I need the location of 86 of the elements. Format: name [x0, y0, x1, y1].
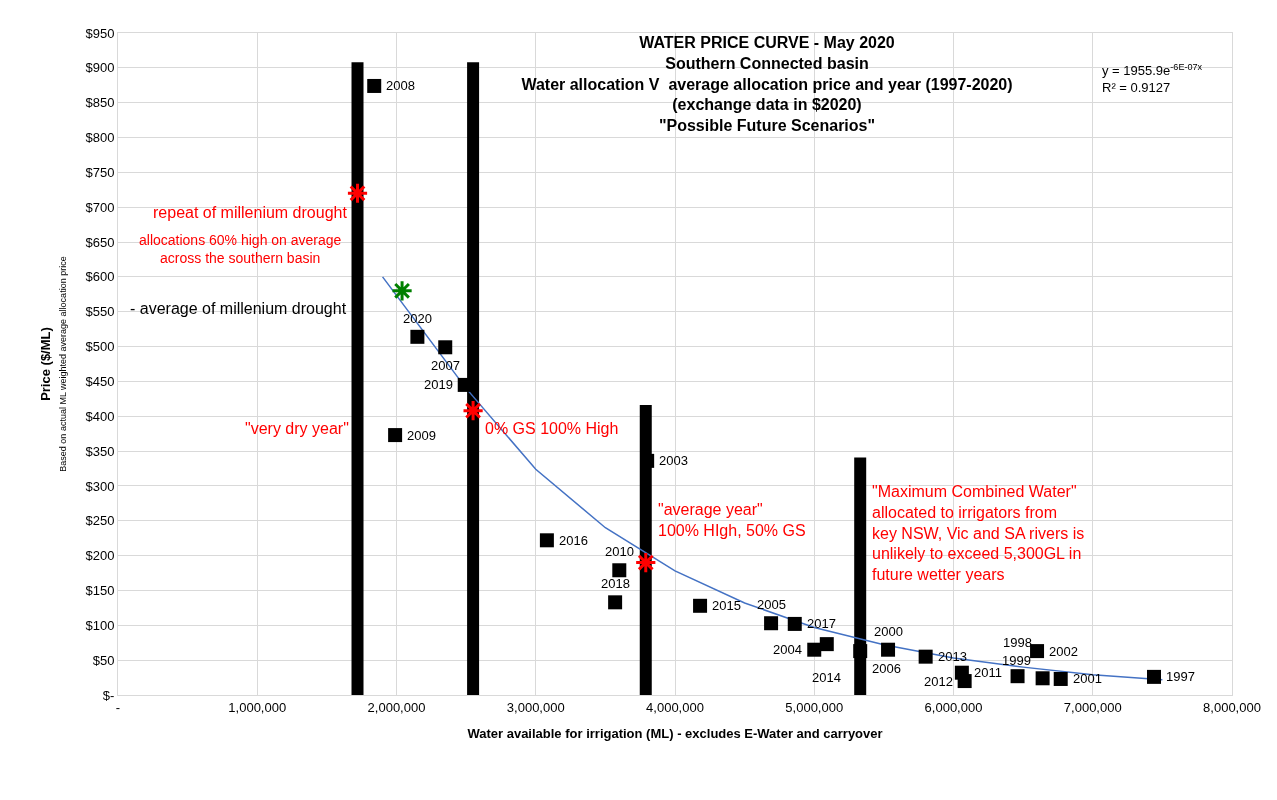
- annotation: 2014: [812, 670, 841, 685]
- point: [390, 279, 414, 302]
- y-tick-label: $600: [85, 269, 115, 285]
- y-axis-title: Price ($/ML) Based on actual ML weighted average allocation price: [37, 256, 69, 472]
- y-tick-label: $250: [85, 513, 115, 529]
- y-tick-label: $-: [102, 687, 115, 703]
- y-tick-label: $450: [85, 373, 115, 389]
- point: [612, 563, 627, 578]
- point: [881, 642, 896, 657]
- y-tick-label: $350: [85, 443, 115, 459]
- point: [787, 616, 802, 631]
- annotation: "very dry year": [245, 420, 349, 437]
- point: [1030, 644, 1045, 659]
- annotation: 2017: [807, 616, 836, 631]
- annotation: 2010: [605, 544, 634, 559]
- annotation: y = 1955.9e$^{-6E-07x}$ R² = 0.9127: [1102, 62, 1203, 96]
- y-tick-label: $550: [85, 304, 115, 320]
- y-tick-label: $50: [92, 652, 115, 668]
- annotation: 2016: [559, 533, 588, 548]
- annotation: 2003: [659, 453, 688, 468]
- y-tick-label: $850: [85, 95, 115, 111]
- y-tick-label: $100: [85, 617, 115, 633]
- annotation: 2009: [407, 428, 436, 443]
- x-tick-label: 6,000,000: [924, 699, 983, 715]
- point: [410, 329, 425, 344]
- annotation: 2011: [974, 665, 1002, 680]
- point: [539, 533, 554, 548]
- y-tick-label: $800: [85, 130, 115, 146]
- point: [367, 78, 382, 93]
- annotation: 2001: [1073, 671, 1102, 686]
- annotation: 2015: [712, 598, 741, 613]
- annotation: 1999: [1002, 653, 1031, 668]
- point: [1035, 671, 1050, 686]
- annotation: 1998: [1003, 635, 1032, 650]
- point: [764, 616, 779, 631]
- point: [957, 674, 972, 689]
- y-tick-label: $400: [85, 408, 115, 424]
- point: [1010, 669, 1025, 684]
- point: [388, 428, 403, 443]
- annotation: 2002: [1049, 644, 1078, 659]
- point: [693, 598, 708, 613]
- y-tick-label: $300: [85, 478, 115, 494]
- annotation: "average year" 100% HIgh, 50% GS: [658, 501, 806, 539]
- y-tick-label: $900: [85, 60, 115, 76]
- point: [608, 595, 623, 610]
- point: [1053, 671, 1068, 686]
- annotation: - average of millenium drought: [130, 300, 347, 317]
- point: [457, 377, 472, 392]
- x-tick-label: -: [115, 699, 121, 715]
- annotation: 2018: [601, 576, 630, 591]
- y-tick-label: $650: [85, 234, 115, 250]
- annotation: 2005: [757, 597, 786, 612]
- x-tick-label: 7,000,000: [1063, 699, 1122, 715]
- annotation: 2008: [386, 78, 415, 93]
- point: [461, 399, 485, 422]
- y-tick-label: $700: [85, 199, 115, 215]
- annotation: "Maximum Combined Water" allocated to irrigators from key NSW, Vic and SA rivers is unlikely to exceed 5,300GL in future wetter years: [872, 483, 1085, 584]
- point: [438, 340, 453, 355]
- y-tick-label: $200: [85, 548, 115, 564]
- x-tick-label: 1,000,000: [228, 699, 287, 715]
- x-tick-label: 3,000,000: [506, 699, 565, 715]
- y-tick-label: $950: [85, 25, 115, 41]
- point: [346, 182, 369, 205]
- point: [853, 644, 868, 659]
- annotation: 2000: [874, 624, 903, 639]
- y-tick-label: $750: [85, 164, 115, 180]
- annotation: 2012: [924, 674, 953, 689]
- x-tick-label: 4,000,000: [646, 699, 704, 715]
- annotation: 2006: [872, 661, 901, 676]
- x-tick-label: 5,000,000: [785, 699, 844, 715]
- point: [918, 649, 933, 664]
- y-tick-label: $150: [85, 583, 115, 599]
- point: [634, 551, 657, 574]
- x-tick-label: 8,000,000: [1203, 699, 1261, 715]
- annotation: 2019: [424, 377, 453, 392]
- annotation: repeat of millenium drought: [153, 204, 348, 221]
- point: [1147, 669, 1162, 684]
- point: [819, 637, 834, 652]
- x-tick-label: 2,000,000: [367, 699, 426, 715]
- annotation: allocations 60% high on average across the southern basin: [139, 232, 342, 267]
- x-axis-title: Water available for irrigation (ML) - excludes E-Water and carryover: [467, 726, 883, 742]
- point: [807, 642, 822, 657]
- text: WATER PRICE CURVE - May 2020 Southern Connected basin Water allocation V average allocation price and year (1997-2020) (exchange data in $2020) "Possible Future Scenarios": [521, 34, 1013, 135]
- annotation: 1997: [1166, 669, 1195, 684]
- y-tick-label: $500: [85, 339, 115, 355]
- annotation: 2004: [773, 642, 802, 657]
